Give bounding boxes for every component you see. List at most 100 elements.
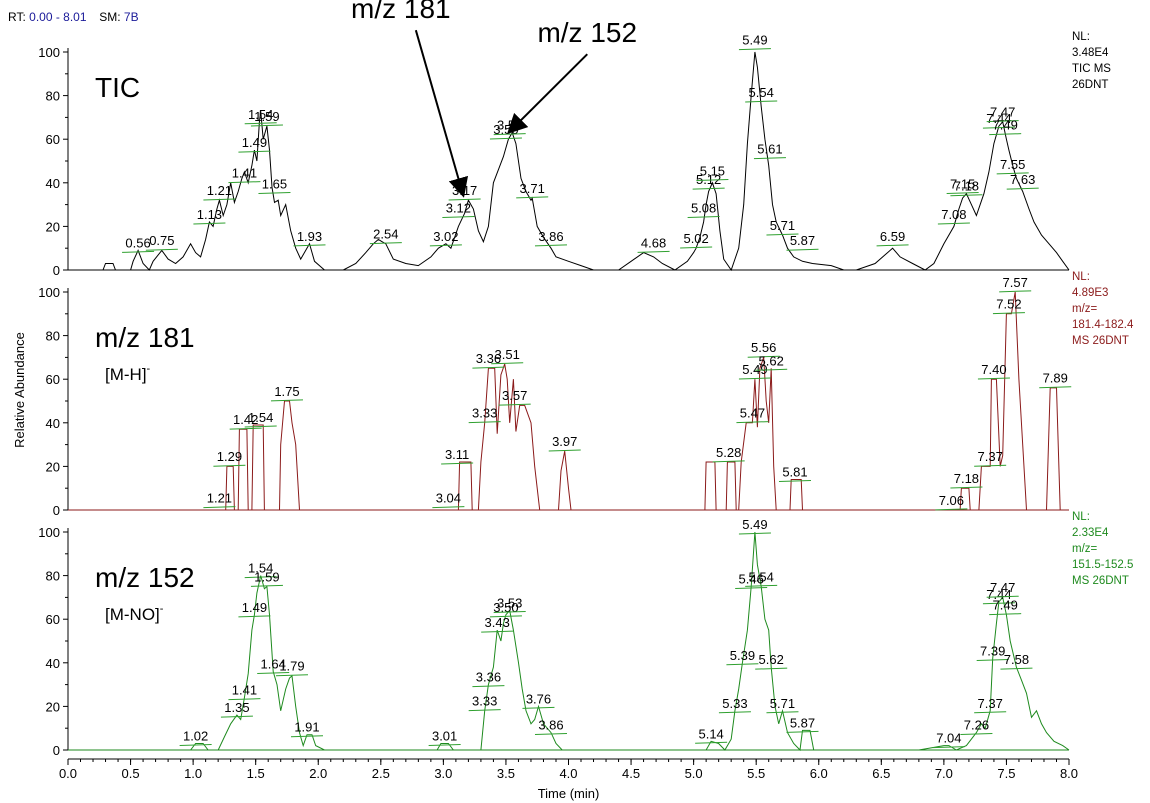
nl-line: NL: — [1072, 511, 1090, 523]
peak-marker — [428, 743, 461, 746]
peak-label: 5.54 — [749, 569, 774, 584]
x-axis-title: Time (min) — [538, 786, 600, 801]
peak-marker — [229, 427, 262, 430]
peak-marker — [989, 133, 1022, 136]
peak-marker — [735, 587, 768, 589]
peak-marker — [203, 506, 236, 509]
peak-marker — [257, 672, 290, 675]
peak-label: 5.87 — [790, 715, 815, 730]
peak-marker — [766, 233, 799, 236]
peak-label: 7.52 — [996, 297, 1021, 312]
peak-marker — [270, 399, 303, 402]
x-tick-label: 0.5 — [122, 766, 140, 781]
y-tick-label: 20 — [46, 219, 60, 234]
peak-label: 1.13 — [197, 207, 222, 222]
peak-marker — [712, 460, 745, 463]
peak-label: 4.68 — [641, 235, 666, 250]
peak-label: 7.89 — [1043, 371, 1068, 386]
peak-marker — [1000, 667, 1033, 670]
peak-label: 7.39 — [980, 643, 1005, 658]
peak-marker — [290, 735, 324, 738]
peak-marker — [692, 187, 725, 190]
peak-marker — [1039, 386, 1072, 389]
peak-marker — [250, 124, 283, 127]
peak-label: 3.76 — [526, 691, 551, 706]
peak-marker — [145, 248, 178, 251]
peak-marker — [937, 222, 970, 225]
x-tick-label: 1.5 — [247, 766, 265, 781]
peak-label: 1.79 — [279, 659, 304, 674]
peak-label: 7.57 — [1003, 275, 1028, 290]
peak-label: 3.53 — [497, 595, 522, 610]
peak-marker — [996, 172, 1029, 175]
y-tick-label: 60 — [46, 612, 60, 627]
peak-label: 7.15 — [950, 177, 975, 192]
peak-label: 5.49 — [742, 517, 767, 532]
annotation-label-0: m/z 181 — [351, 0, 451, 24]
peak-marker — [986, 595, 1019, 598]
peak-label: 3.86 — [538, 229, 563, 244]
peak-marker — [228, 181, 261, 184]
peak-label: 3.33 — [472, 406, 497, 421]
peak-label: 5.49 — [742, 362, 767, 377]
peak-marker — [193, 222, 226, 225]
peak-marker — [220, 715, 253, 718]
peak-marker — [238, 615, 271, 618]
peak-marker — [244, 122, 277, 125]
panel-1: 0 20 40 60 80 100 1.21 1.29 1.421.541.75 3.04 3.11… — [38, 271, 1134, 518]
peak-label: 5.15 — [700, 163, 725, 178]
panel-ion-label: [M-NO]- — [105, 603, 164, 624]
x-axis: 0.0 0.5 1.0 1.5 2.0 2.5 3.0 3.5 4.0 4.5 5.0 5.5 6.0 6… — [59, 758, 1078, 781]
peak-label: 1.54 — [248, 410, 273, 425]
x-tick-label: 3.5 — [497, 766, 515, 781]
panel-title: TIC — [95, 72, 140, 103]
peak-marker — [493, 610, 526, 613]
peak-label: 1.21 — [207, 183, 232, 198]
peak-marker — [753, 157, 786, 160]
nl-line: TIC MS — [1072, 63, 1111, 75]
peak-label: 1.91 — [294, 720, 319, 735]
nl-line: 151.5-152.5 — [1072, 559, 1133, 571]
peak-marker — [986, 120, 1019, 123]
peak-label: 5.54 — [749, 85, 774, 100]
x-tick-label: 5.0 — [685, 766, 703, 781]
y-tick-label: 60 — [46, 372, 60, 387]
peak-label: 7.63 — [1010, 172, 1035, 187]
y-tick-label: 20 — [46, 459, 60, 474]
series-line-1 — [68, 291, 1069, 511]
peak-marker — [448, 198, 481, 201]
peak-marker — [745, 100, 778, 103]
peak-marker — [876, 244, 909, 247]
peak-marker — [989, 613, 1022, 616]
nl-line: 26DNT — [1072, 79, 1108, 91]
peak-label: 3.36 — [476, 670, 501, 685]
nl-line: 2.33E4 — [1072, 527, 1109, 539]
peak-marker — [747, 355, 780, 358]
series-line-0 — [68, 51, 1070, 272]
peak-marker — [786, 730, 819, 733]
y-tick-label: 100 — [38, 285, 60, 300]
sm-prefix: SM: — [99, 10, 121, 24]
peak-label: 3.33 — [472, 694, 497, 709]
peak-label: 5.47 — [740, 406, 765, 421]
peak-marker — [122, 250, 155, 253]
peak-marker — [726, 663, 759, 666]
panel-2: 0 20 40 60 80 100 1.02 1.35 1.41 1.49 1.541.59 1.64… — [38, 511, 1133, 758]
series-line-2 — [68, 531, 1070, 752]
x-tick-label: 5.5 — [747, 766, 765, 781]
nl-line: m/z= — [1072, 543, 1098, 555]
peak-label: 0.56 — [125, 235, 150, 250]
peak-label: 3.12 — [446, 201, 471, 216]
peak-label: 7.40 — [981, 362, 1006, 377]
y-tick-label: 40 — [46, 656, 60, 671]
peak-label: 0.75 — [149, 233, 174, 248]
peak-label: 7.04 — [936, 731, 961, 746]
peak-marker — [534, 733, 567, 736]
x-tick-label: 4.0 — [559, 766, 577, 781]
peak-marker — [974, 464, 1007, 467]
y-tick-label: 40 — [46, 416, 60, 431]
peak-marker — [687, 216, 720, 218]
peak-label: 1.59 — [254, 109, 279, 124]
peak-label: 5.71 — [770, 218, 795, 233]
